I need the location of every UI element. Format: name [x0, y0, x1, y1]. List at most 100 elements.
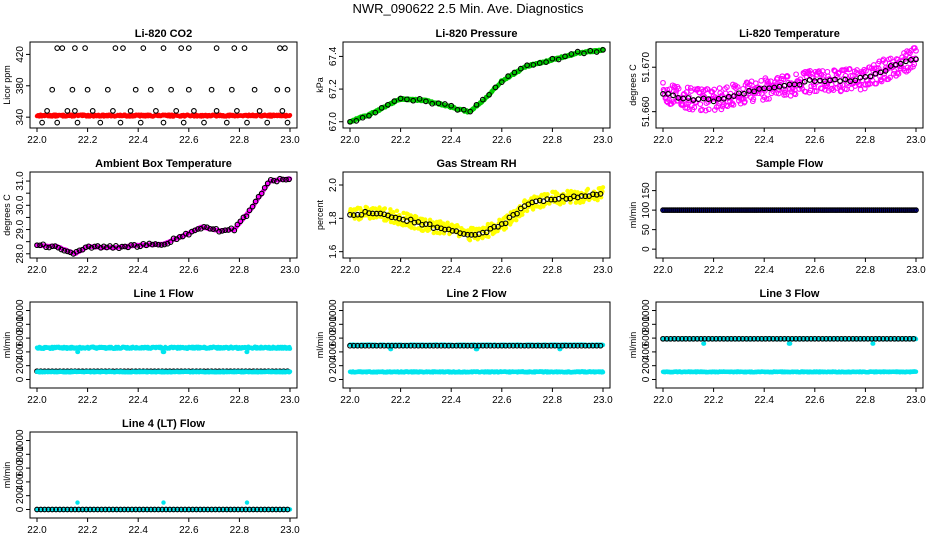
data-point [718, 106, 725, 113]
y-axis-label: degrees C [628, 64, 638, 106]
data-point [448, 102, 455, 109]
data-point [110, 108, 116, 114]
panel-title: Ambient Box Temperature [95, 158, 232, 170]
data-point [442, 101, 448, 107]
data-point [251, 86, 258, 93]
data-point [675, 85, 682, 92]
x-tick-label: 22.2 [391, 395, 411, 406]
data-point [391, 98, 398, 104]
data-point [716, 85, 723, 91]
data-point [423, 217, 428, 222]
panel-title: Sample Flow [756, 158, 824, 170]
data-point [49, 86, 56, 93]
data-point [699, 106, 706, 113]
x-tick-label: 22.6 [492, 135, 512, 146]
data-point [697, 101, 704, 107]
series-co2-raw [34, 112, 293, 119]
data-point [112, 45, 119, 51]
x-tick-label: 23.0 [906, 395, 926, 406]
series-co2-mid [44, 108, 286, 114]
data-point [161, 349, 167, 355]
data-point [347, 118, 353, 125]
data-point [277, 45, 283, 51]
plot-frame [655, 171, 924, 259]
x-tick-label: 22.2 [391, 135, 411, 146]
y-tick-label: 1.8 [328, 211, 339, 225]
x-tick-label: 22.4 [441, 135, 461, 146]
data-point [72, 108, 78, 114]
data-point [750, 96, 757, 102]
data-point [585, 186, 591, 192]
y-tick-label: 50 [641, 224, 652, 236]
data-point [730, 102, 737, 108]
data-point [824, 68, 831, 75]
data-point [503, 225, 509, 231]
data-point [543, 59, 549, 65]
y-tick-label: 340 [15, 108, 26, 125]
data-point [691, 104, 698, 111]
series-line-2-low [347, 369, 606, 375]
data-point [228, 86, 235, 93]
y-tick-label: 0 [328, 376, 339, 382]
panel-title: Line 3 Flow [760, 288, 820, 300]
y-tick-label: 67.0 [328, 112, 339, 132]
data-point [140, 45, 147, 51]
y-tick-label: 0 [15, 376, 26, 382]
x-tick-label: 22.6 [179, 265, 199, 276]
panel-title: Line 2 Flow [447, 288, 507, 300]
x-tick-label: 22.2 [704, 135, 724, 146]
x-tick-label: 22.2 [704, 395, 724, 406]
data-point [366, 112, 372, 119]
data-point [705, 106, 712, 113]
x-tick-label: 22.8 [856, 395, 876, 406]
data-point [84, 86, 91, 93]
x-tick-label: 22.4 [754, 265, 774, 276]
data-point [385, 101, 391, 108]
x-tick-label: 22.4 [754, 135, 774, 146]
data-point [231, 45, 238, 51]
data-point [802, 88, 809, 95]
x-tick-label: 22.0 [653, 265, 673, 276]
plot-frame [655, 41, 924, 129]
data-point [805, 70, 812, 77]
data-point [511, 69, 518, 76]
data-point [514, 218, 519, 223]
x-tick-label: 22.8 [230, 395, 250, 406]
y-tick-label: 51.660 [641, 96, 652, 127]
data-point [127, 108, 134, 114]
data-point [168, 86, 174, 93]
data-point [734, 84, 741, 90]
data-point [54, 119, 61, 126]
data-point [185, 45, 192, 51]
y-axis-label: ml/min [628, 202, 638, 229]
data-point [59, 45, 66, 51]
data-point [848, 72, 854, 79]
y-tick-label: 1000 [15, 299, 26, 322]
x-tick-label: 22.4 [441, 395, 461, 406]
data-point [813, 88, 820, 94]
data-point [416, 96, 423, 102]
data-point [153, 108, 159, 114]
x-tick-label: 23.0 [593, 135, 613, 146]
data-point [467, 238, 473, 243]
data-point [160, 119, 167, 126]
data-point [185, 86, 192, 93]
data-point [191, 108, 197, 114]
data-point [784, 73, 791, 80]
data-point [861, 85, 868, 92]
data-point [435, 100, 442, 107]
data-point [863, 68, 869, 74]
x-tick-label: 22.6 [805, 265, 825, 276]
data-point [256, 108, 263, 114]
y-tick-label: 1000 [328, 299, 339, 322]
data-point [822, 86, 828, 93]
x-tick-label: 22.6 [492, 265, 512, 276]
data-point [479, 96, 486, 103]
x-tick-label: 22.0 [340, 135, 360, 146]
